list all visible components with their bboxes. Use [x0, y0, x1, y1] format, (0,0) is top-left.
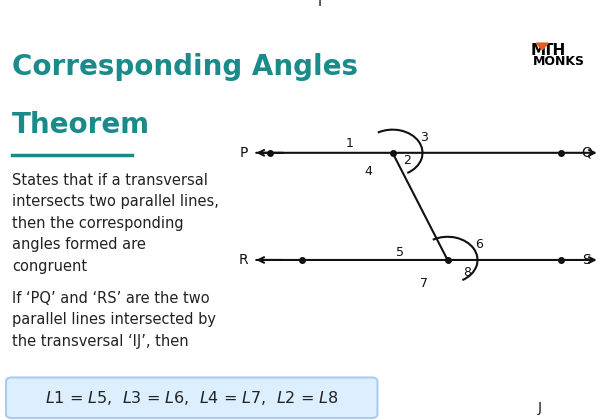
FancyBboxPatch shape: [6, 378, 377, 418]
Text: 4: 4: [365, 165, 373, 178]
Text: MONKS: MONKS: [533, 55, 585, 68]
Text: If ‘PQ’ and ‘RS’ are the two
parallel lines intersected by
the transversal ‘IJ’,: If ‘PQ’ and ‘RS’ are the two parallel li…: [12, 291, 216, 349]
Text: States that if a transversal
intersects two parallel lines,
then the correspondi: States that if a transversal intersects …: [12, 173, 219, 274]
Text: 5: 5: [395, 246, 404, 259]
Text: Corresponding Angles: Corresponding Angles: [12, 53, 358, 81]
Text: Q: Q: [581, 146, 592, 160]
Text: 2: 2: [403, 154, 411, 167]
Text: Theorem: Theorem: [12, 111, 150, 139]
Text: R: R: [239, 253, 248, 267]
Text: TH: TH: [543, 43, 566, 58]
Text: M: M: [530, 43, 545, 58]
Text: P: P: [239, 146, 248, 160]
Text: 1: 1: [346, 137, 353, 150]
Text: S: S: [583, 253, 591, 267]
Text: 8: 8: [463, 266, 471, 279]
Text: 6: 6: [475, 238, 482, 251]
Text: 7: 7: [419, 277, 428, 290]
Text: $\mathit{L}$1 = $\mathit{L}$5,  $\mathit{L}$3 = $\mathit{L}$6,  $\mathit{L}$4 = : $\mathit{L}$1 = $\mathit{L}$5, $\mathit{…: [45, 389, 338, 407]
Polygon shape: [536, 43, 548, 50]
Text: 3: 3: [420, 131, 428, 144]
Text: I: I: [318, 0, 322, 9]
Text: J: J: [538, 401, 542, 415]
